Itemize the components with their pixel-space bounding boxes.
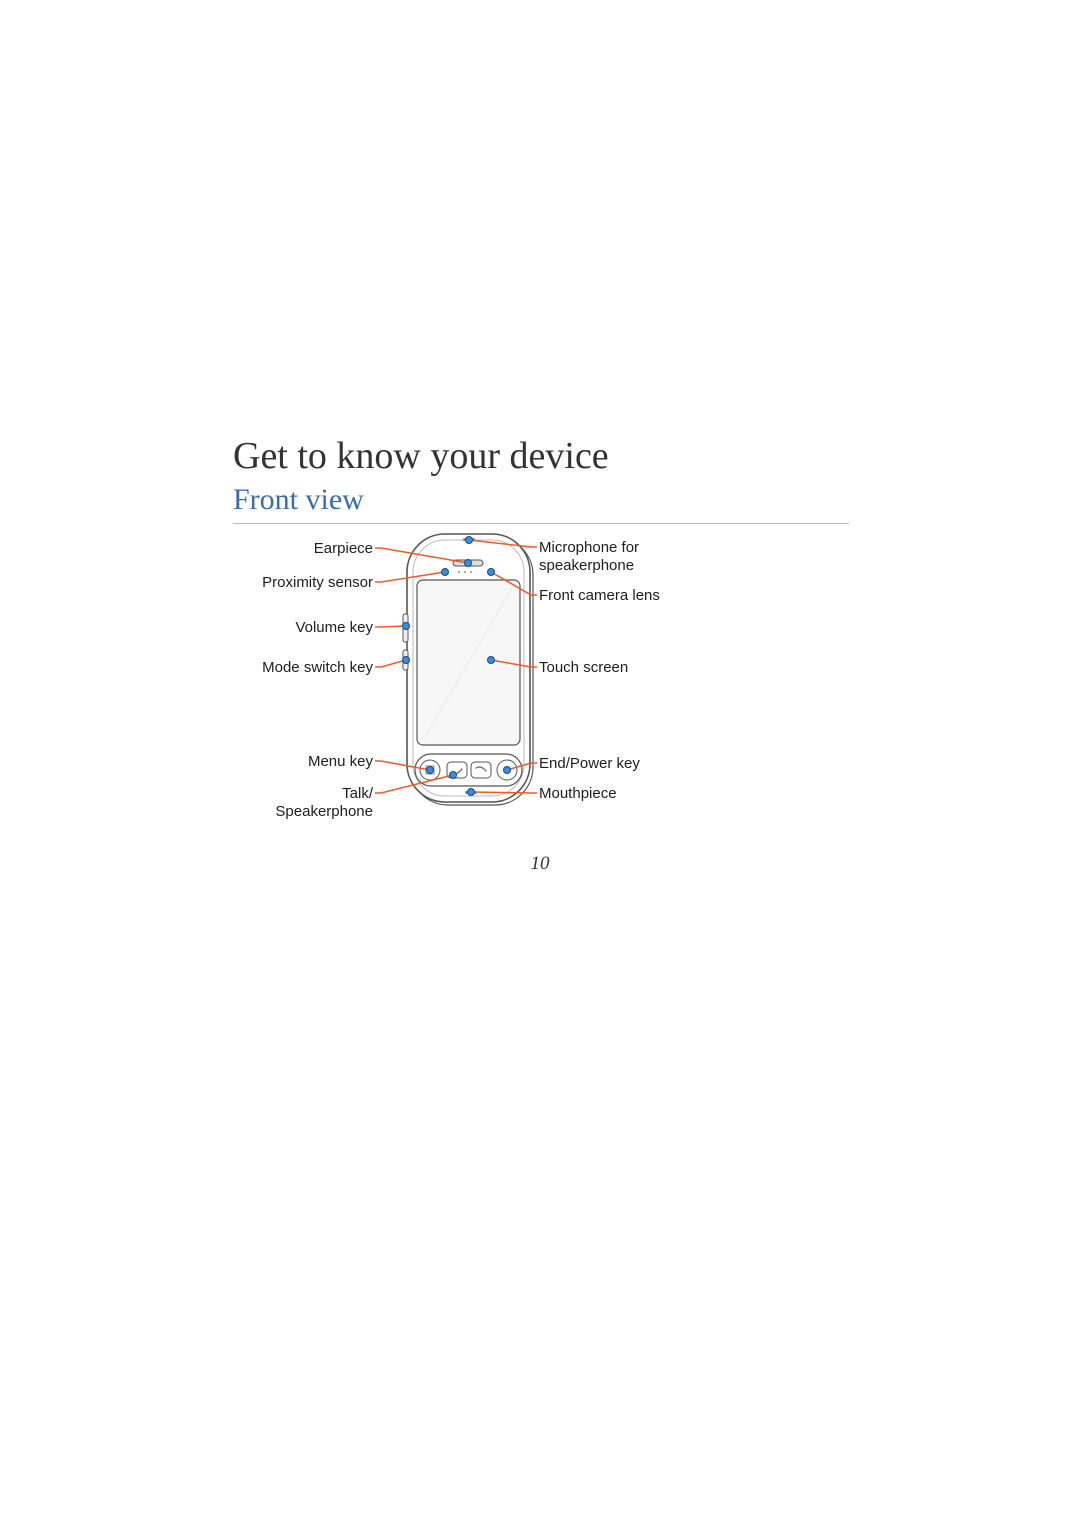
callout-label: Volume key: [295, 619, 373, 637]
callout-label: Talk/Speakerphone: [275, 785, 373, 821]
callout-label: Touch screen: [539, 659, 628, 677]
callout-label: Front camera lens: [539, 587, 660, 605]
callout-label: Microphone forspeakerphone: [539, 539, 639, 575]
page-number: 10: [0, 853, 1080, 875]
subtitle-rule: [233, 523, 849, 524]
page-title: Get to know your device: [233, 434, 609, 478]
callout-label: Menu key: [308, 753, 373, 771]
callout-label: Proximity sensor: [262, 574, 373, 592]
callout-label: Mouthpiece: [539, 785, 617, 803]
callout-label: End/Power key: [539, 755, 640, 773]
section-subtitle: Front view: [233, 483, 364, 517]
callout-label: Earpiece: [314, 540, 373, 558]
callout-label: Mode switch key: [262, 659, 373, 677]
device-diagram: Earpiece Proximity sensor Volume key Mode s…: [233, 530, 849, 830]
